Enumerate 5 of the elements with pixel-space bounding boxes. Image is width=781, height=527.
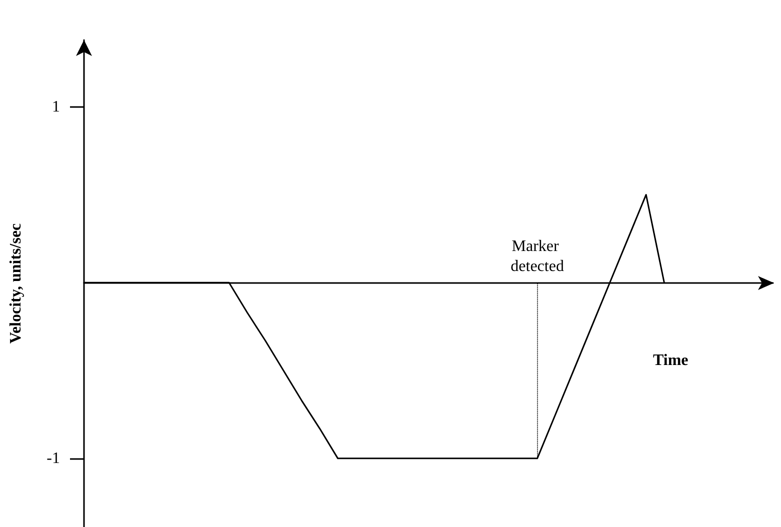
y-axis-title: Velocity, units/sec [8, 223, 24, 344]
annotation: Marker detected [510, 238, 564, 276]
y-tick-label: 1 [52, 98, 60, 116]
y-tick-label: -1 [46, 450, 60, 467]
x-axis-title: Time [653, 352, 688, 370]
